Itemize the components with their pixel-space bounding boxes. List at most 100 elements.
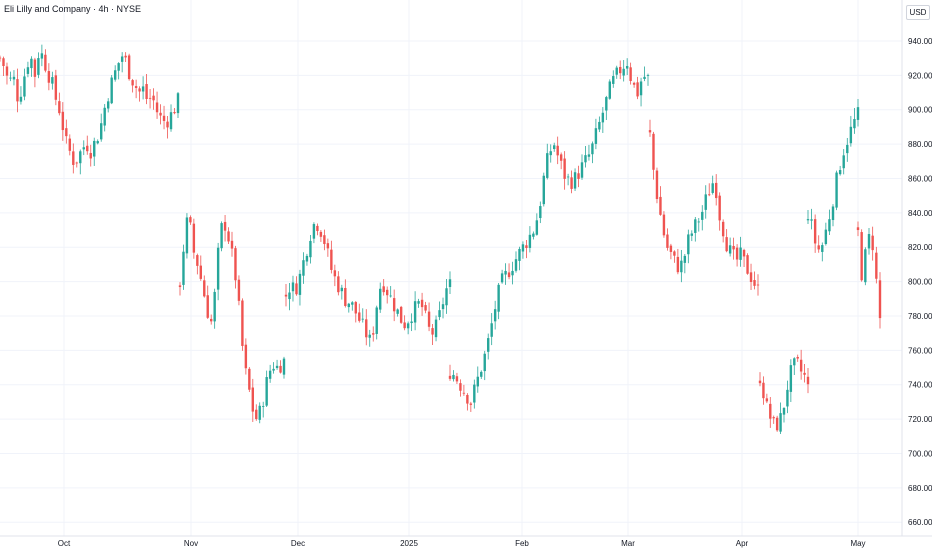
candle	[166, 115, 169, 139]
candle	[828, 209, 831, 236]
candle	[497, 282, 500, 320]
candle	[466, 393, 469, 411]
candle	[559, 152, 563, 170]
candle	[772, 415, 775, 424]
candle	[382, 279, 385, 296]
candle	[507, 263, 511, 280]
candle	[210, 314, 213, 325]
candle	[856, 99, 860, 127]
candle	[546, 143, 549, 180]
candle	[786, 380, 789, 414]
candle	[860, 229, 863, 282]
candle	[79, 149, 82, 175]
candle	[103, 104, 106, 132]
x-tick-label: Dec	[291, 539, 305, 548]
candle	[333, 264, 337, 287]
candle	[424, 301, 427, 314]
candle	[438, 301, 441, 321]
candle	[124, 52, 127, 63]
candle	[173, 107, 176, 115]
candle	[577, 165, 580, 188]
candle	[89, 144, 92, 167]
candle	[361, 308, 364, 323]
y-tick-label: 840.00	[908, 209, 932, 218]
candle	[189, 215, 192, 225]
candle	[676, 248, 680, 275]
candle	[853, 108, 856, 134]
candle	[769, 397, 772, 428]
candle	[131, 78, 134, 93]
candle	[608, 79, 611, 100]
candle	[0, 55, 2, 62]
candle	[347, 302, 351, 313]
price-axis[interactable]: 660.00 680.00 700.00 720.00 740.00 760.00 780.…	[908, 37, 932, 527]
y-tick-label: 920.00	[908, 71, 932, 80]
candle	[58, 92, 61, 116]
candle	[455, 372, 459, 384]
candle	[803, 364, 806, 383]
candle	[169, 104, 173, 132]
candle	[134, 79, 138, 99]
candle	[824, 222, 828, 246]
y-tick-label: 760.00	[908, 346, 932, 355]
candle	[831, 204, 835, 227]
candle	[258, 402, 261, 424]
candle	[340, 284, 344, 300]
candle	[518, 246, 521, 271]
candle	[148, 88, 152, 109]
x-tick-label: 2025	[400, 539, 418, 548]
candle	[162, 105, 166, 130]
currency-badge[interactable]: USD	[906, 5, 930, 20]
candle	[127, 53, 131, 81]
candle	[406, 321, 410, 335]
candle	[40, 44, 44, 67]
candle	[72, 143, 75, 174]
candle	[718, 192, 721, 231]
candle	[396, 308, 399, 317]
candle	[192, 218, 196, 259]
candle	[427, 302, 431, 332]
candle	[178, 282, 182, 296]
candle	[244, 338, 248, 375]
candle	[410, 313, 413, 332]
candle	[849, 115, 853, 147]
candle	[594, 118, 598, 150]
candle	[145, 74, 148, 105]
y-tick-label: 660.00	[908, 518, 932, 527]
candle	[37, 52, 40, 79]
candle	[612, 70, 615, 88]
candle	[220, 221, 223, 252]
candle	[711, 175, 714, 195]
time-axis[interactable]: Oct Nov Dec 2025 Feb Mar Apr May	[58, 539, 866, 548]
candle	[326, 238, 330, 257]
candle	[480, 370, 483, 379]
candle	[735, 244, 739, 267]
candle	[445, 279, 448, 314]
candle	[110, 74, 113, 105]
candle	[389, 286, 392, 298]
candle	[549, 144, 552, 163]
candle	[265, 370, 268, 408]
candle	[291, 275, 295, 302]
candle	[298, 269, 302, 306]
candle	[704, 185, 707, 219]
candle	[312, 222, 316, 244]
candle	[646, 73, 650, 86]
candle	[403, 315, 406, 331]
x-tick-label: May	[850, 539, 865, 548]
y-tick-label: 860.00	[908, 174, 932, 183]
candle	[615, 65, 618, 79]
candle	[694, 217, 697, 242]
candle	[117, 62, 120, 80]
candle	[563, 151, 566, 190]
candle	[714, 174, 718, 206]
candle	[799, 349, 803, 380]
candle	[434, 315, 438, 342]
candle	[521, 241, 525, 259]
candle	[725, 229, 728, 253]
candle	[237, 275, 241, 306]
candle	[284, 283, 288, 307]
candle	[619, 60, 622, 80]
candle	[33, 57, 37, 88]
candle	[762, 376, 765, 405]
